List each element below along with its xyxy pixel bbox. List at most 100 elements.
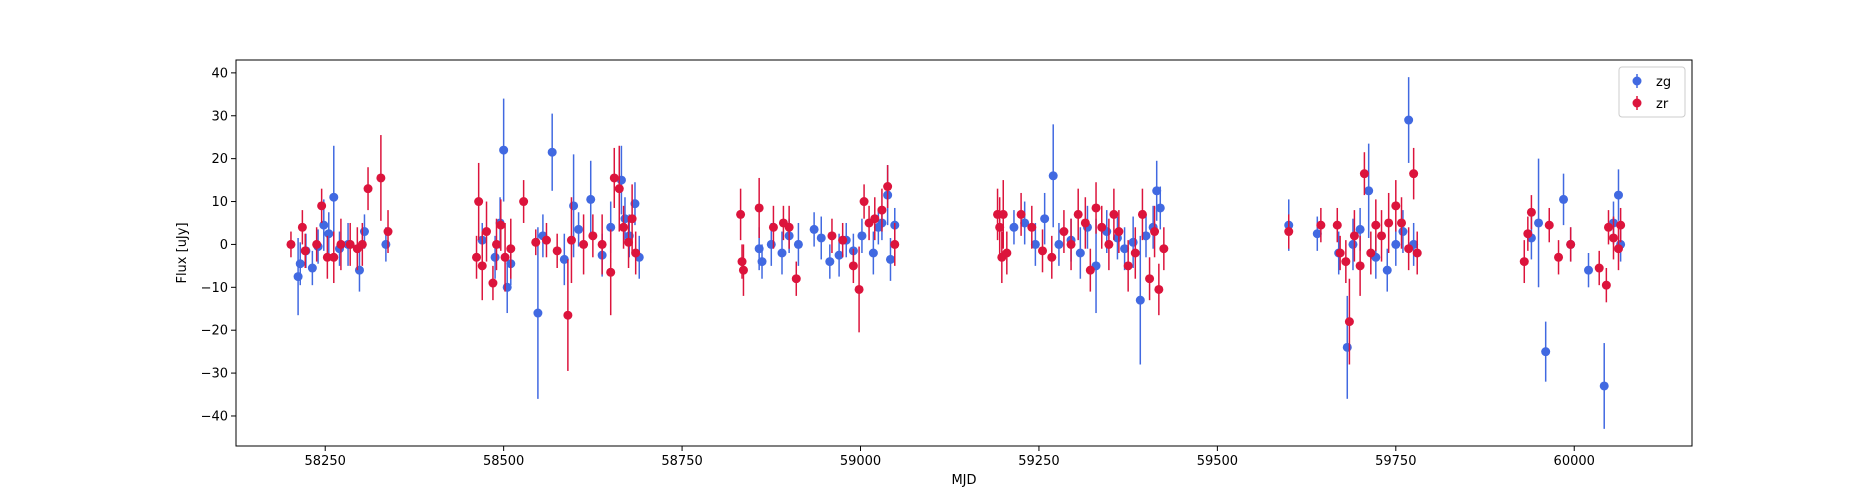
data-point-zg [1541,347,1551,357]
data-point-zg [1009,222,1019,232]
data-point-zg [324,229,334,239]
x-tick-label: 58750 [661,454,702,469]
data-point-zr [1523,229,1533,239]
y-tick-label: −10 [201,281,228,296]
data-point-zr [1554,252,1564,262]
data-point-zr [1384,218,1394,228]
data-point-zr [1391,201,1401,211]
data-point-zr [1397,218,1407,228]
data-point-zr [854,284,864,294]
data-point-zg [1382,265,1392,275]
data-point-zr [1335,248,1345,258]
data-point-zr [1519,257,1529,267]
data-point-zg [834,250,844,260]
data-point-zg [620,214,630,224]
data-point-zr [317,201,327,211]
series-zg [293,77,1626,429]
legend: zg zr [1618,66,1686,118]
data-point-zr [286,239,296,249]
data-point-zg [574,224,584,234]
y-tick-label: −30 [201,367,228,382]
data-point-zg [809,224,819,234]
data-point-zg [1534,218,1544,228]
x-tick-label: 59000 [840,454,881,469]
data-point-zg [1141,231,1151,241]
data-point-zg [569,201,579,211]
data-point-zg [1075,248,1085,258]
data-point-zr [1150,227,1160,237]
x-tick-label: 59500 [1197,454,1238,469]
data-point-zr [1359,169,1369,179]
data-point-zg [885,254,895,264]
data-point-zg [586,194,596,204]
data-point-zr [1130,248,1140,258]
data-point-zr [1047,252,1057,262]
data-point-zr [1603,222,1613,232]
data-point-zg [381,239,391,249]
data-point-zg [1048,171,1058,181]
data-point-zr [588,231,598,241]
data-point-zr [336,239,346,249]
y-tick-label: 0 [220,238,228,253]
data-point-zr [768,222,778,232]
data-point-zr [1038,246,1048,256]
data-point-zg [1348,239,1358,249]
data-point-zg [547,147,557,157]
data-point-zr [1566,239,1576,249]
legend-swatch-marker [1632,98,1642,108]
data-point-zg [490,252,500,262]
y-tick-label: −20 [201,324,228,339]
data-point-zg [1155,203,1165,213]
data-point-zr [357,239,367,249]
data-point-zr [1284,227,1294,237]
data-point-zr [1159,244,1169,254]
data-point-zr [737,257,747,267]
data-point-zr [519,197,529,207]
data-point-zr [606,267,616,277]
data-point-zr [1097,222,1107,232]
data-point-zg [757,257,767,267]
legend-label-zr: zr [1656,97,1669,112]
y-axis-label: Flux [uJy] [175,222,190,283]
data-point-zg [359,227,369,237]
data-point-zr [1355,261,1365,271]
series-zr [286,135,1626,371]
data-point-zr [631,248,641,258]
data-point-zr [477,261,487,271]
data-point-zr [1145,274,1155,284]
data-point-zg [1559,194,1569,204]
data-point-zr [838,235,848,245]
data-point-zg [1391,239,1401,249]
y-tick-label: 40 [211,66,228,81]
data-point-zr [1594,263,1604,273]
data-point-zg [1398,227,1408,237]
data-point-zr [1137,209,1147,219]
data-point-zr [1409,169,1419,179]
data-point-zr [1608,233,1618,243]
data-point-zr [1123,261,1133,271]
legend-swatch-marker [1632,76,1642,86]
data-point-zr [627,214,637,224]
data-point-zr [870,214,880,224]
data-point-zr [1080,218,1090,228]
data-point-zg [307,263,317,273]
legend-label-zg: zg [1656,75,1671,90]
data-point-zr [1114,227,1124,237]
data-point-zg [1342,342,1352,352]
data-point-zr [1332,220,1342,230]
data-point-zr [995,222,1005,232]
data-point-zr [791,274,801,284]
data-point-zg [1312,229,1322,239]
data-point-zr [345,239,355,249]
data-point-zr [614,184,624,194]
data-point-zr [624,237,634,247]
y-tick-label: 30 [211,109,228,124]
data-point-zr [736,209,746,219]
data-point-zg [777,248,787,258]
data-point-zg [1404,115,1414,125]
data-point-zr [563,310,573,320]
data-point-zr [496,220,506,230]
data-point-zr [1349,231,1359,241]
